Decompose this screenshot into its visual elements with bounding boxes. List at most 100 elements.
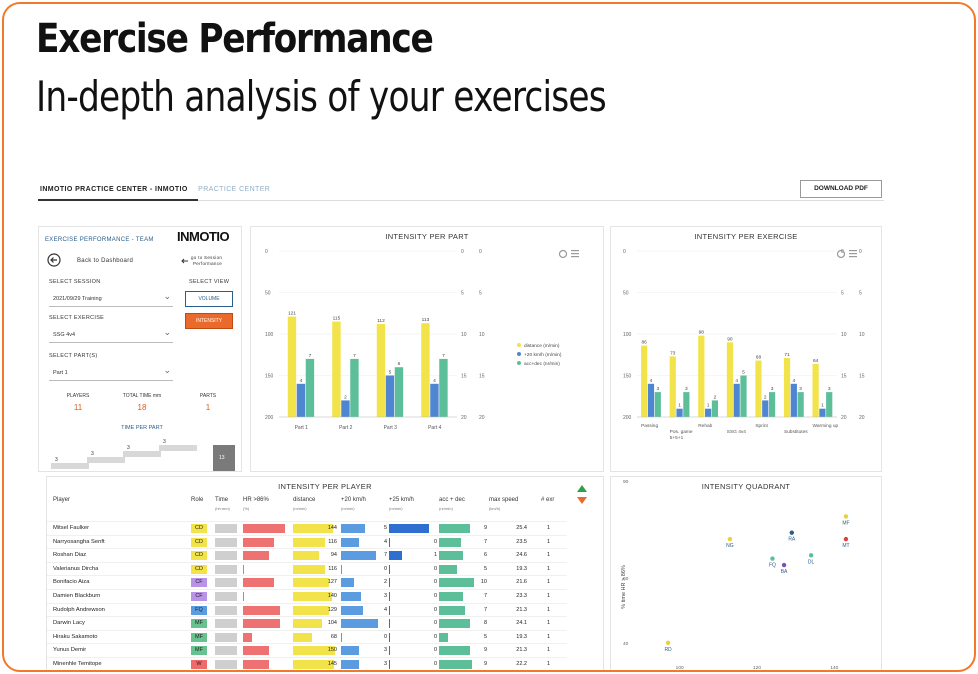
table-row[interactable]: Valerianus Dircha CD 116 0 0 5 19.3 1	[47, 561, 567, 576]
tab-practice-center[interactable]: PRACTICE CENTER	[198, 186, 271, 193]
table-row[interactable]: Darwin Lacy MF 104 0 8 24.1 1	[47, 616, 567, 630]
time-bar	[215, 605, 237, 615]
player-name[interactable]: Damien Blackburn	[53, 593, 101, 599]
bar-value-label: 121	[288, 311, 296, 317]
bar-value-label: 1	[821, 403, 824, 409]
player-name[interactable]: Valerianus Dircha	[53, 565, 99, 572]
download-pdf-button[interactable]: DOWNLOAD PDF	[800, 180, 882, 198]
accdec-bar	[439, 660, 472, 669]
column-header[interactable]: HR >86%	[243, 497, 269, 503]
y-tick-left: 150	[623, 374, 632, 380]
column-header[interactable]: distance	[293, 497, 316, 503]
table-row[interactable]: Bonifacio Aiza CF 127 2 0 10 21.6 1	[47, 575, 567, 589]
accdec-value: 7	[483, 606, 487, 613]
view-intensity-button[interactable]: INTENSITY	[185, 313, 233, 329]
plus20-bar	[341, 551, 377, 561]
table-row[interactable]: Minenhle Temitope W 145 3 0 9 22.2 1	[47, 657, 567, 670]
quadrant-y-tick: 60	[623, 576, 629, 582]
plus25-value: 0	[433, 647, 437, 654]
x-tick-label: Rehab	[698, 423, 712, 429]
plus25-value: 0	[433, 620, 437, 627]
distance-value: 140	[327, 593, 337, 599]
tab-inmotio-practice-center[interactable]: INMOTIO PRACTICE CENTER - INMOTIO	[40, 186, 188, 193]
table-row[interactable]: Narryosangha Senft CD 116 4 0 7 23.5 1	[47, 534, 567, 549]
column-header[interactable]: Player	[53, 497, 71, 503]
player-name[interactable]: Roshan Diaz	[53, 552, 87, 559]
accdec-bar	[439, 578, 475, 588]
legend-swatch	[517, 343, 521, 347]
select-session-label: SELECT SESSION	[49, 279, 101, 285]
plus25-bar	[389, 660, 390, 669]
part-select[interactable]: Part 1	[49, 365, 173, 381]
distance-value: 68	[330, 633, 337, 640]
player-name[interactable]: Darwin Lacy	[53, 620, 85, 627]
view-volume-button[interactable]: VOLUME	[185, 291, 233, 307]
time-bar	[215, 660, 237, 669]
accdec-bar	[439, 605, 466, 615]
distance-value: 150	[327, 647, 337, 654]
goto-arrow-icon[interactable]	[181, 257, 189, 265]
table-row[interactable]: Hiraku Sakamoto MF 68 0 0 5 19.3 1	[47, 629, 567, 644]
exercise-select[interactable]: SSG 4v4	[49, 327, 173, 343]
y-tick-left: 200	[623, 415, 632, 421]
hr-bar	[243, 578, 274, 588]
bar-value-label: 7	[309, 353, 312, 359]
column-header[interactable]: max speed	[489, 497, 519, 503]
quadrant-point	[727, 536, 733, 542]
waterfall-step-4	[159, 445, 197, 451]
bar-value-label: 3	[656, 386, 659, 392]
bar-value-label: 6	[398, 361, 401, 367]
plus25-bar	[389, 551, 403, 561]
bar-distance	[812, 363, 819, 417]
role-badge: CF	[191, 592, 207, 601]
goto-performance-link[interactable]: Performance	[193, 261, 223, 266]
player-name[interactable]: Rudolph Andrewson	[53, 606, 105, 613]
y-tick-mid: 0	[461, 249, 464, 255]
player-name[interactable]: Narryosangha Senft	[53, 538, 105, 545]
sort-toggle-icon[interactable]	[575, 483, 589, 507]
y-tick-mid: 5	[461, 291, 464, 297]
session-select[interactable]: 2021/09/29 Training	[49, 291, 173, 307]
quadrant-point	[789, 530, 794, 535]
table-row[interactable]: Yunus Demir MF 150 3 0 9 21.3 1	[47, 643, 567, 657]
back-arrow-icon[interactable]	[47, 253, 61, 267]
back-to-dashboard-link[interactable]: Back to Dashboard	[77, 258, 134, 264]
bar-distance	[726, 342, 733, 417]
column-header[interactable]: # exr	[541, 497, 555, 503]
table-row[interactable]: Rudolph Andrewson FQ 129 4 0 7 21.3 1	[47, 602, 567, 617]
column-header[interactable]: +25 km/h	[389, 497, 414, 503]
y-tick-right: 15	[859, 374, 865, 380]
select-view-label: SELECT VIEW	[189, 279, 230, 285]
table-row[interactable]: Mitsel Faulker CD 144 5 9 25.4 1	[47, 521, 567, 535]
time-bar	[215, 551, 237, 561]
y-tick-left: 50	[623, 291, 629, 297]
role-badge: CF	[191, 578, 207, 588]
role-badge: FQ	[191, 605, 207, 615]
bar-distance	[376, 324, 386, 417]
quadrant-point	[781, 562, 787, 568]
goto-session-link[interactable]: go to Session	[191, 255, 223, 260]
player-name[interactable]: Yunus Demir	[53, 647, 87, 654]
bar-accdec	[768, 392, 776, 417]
quadrant-point	[808, 553, 814, 558]
table-row[interactable]: Damien Blackburn CF 140 3 0 7 23.3 1	[47, 589, 567, 603]
player-name[interactable]: Bonifacio Aiza	[53, 579, 90, 586]
column-header[interactable]: Role	[191, 497, 204, 503]
column-header[interactable]: +20 km/h	[341, 497, 366, 503]
player-name[interactable]: Hiraku Sakamoto	[53, 633, 98, 640]
bar-value-label: 113	[422, 317, 430, 323]
bar-value-label: 112	[377, 318, 385, 324]
x-tick-label: Substitutes	[784, 429, 808, 435]
max-speed-value: 21.3	[516, 606, 527, 613]
table-row[interactable]: Roshan Diaz CD 94 7 1 6 24.6 1	[47, 548, 567, 562]
y-tick-mid: 10	[841, 332, 847, 338]
column-header[interactable]: Time	[215, 497, 229, 503]
player-name[interactable]: Minenhle Temitope	[53, 661, 102, 667]
player-name[interactable]: Mitsel Faulker	[53, 525, 90, 531]
intensity-per-player-title: INTENSITY PER PLAYER	[278, 482, 372, 491]
max-speed-value: 22.2	[516, 661, 527, 667]
select-exercise-label: SELECT EXERCISE	[49, 315, 105, 321]
column-header[interactable]: acc + dec	[439, 497, 465, 503]
